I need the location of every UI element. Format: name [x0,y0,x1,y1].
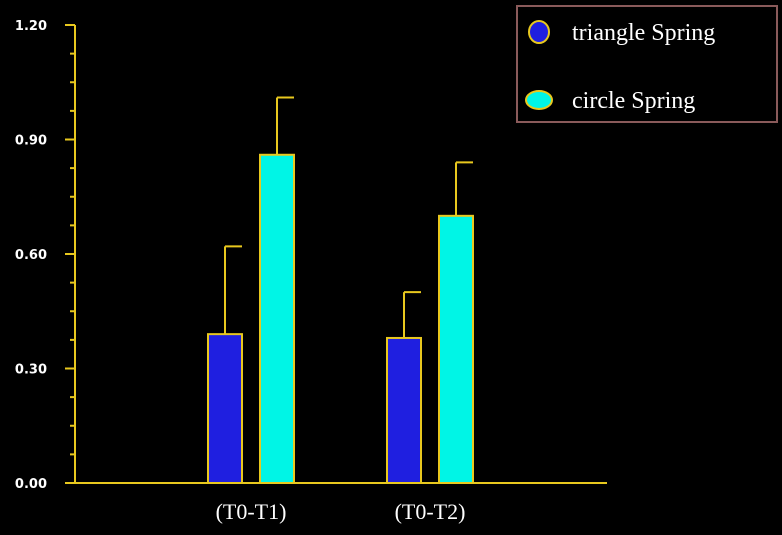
y-tick-label: 1.20 [15,19,47,34]
legend-marker [525,90,553,110]
legend-marker [528,20,550,44]
y-tick-label: 0.60 [15,248,47,263]
x-category-label: (T0-T1) [216,499,287,524]
y-tick-label: 0.90 [15,134,47,149]
bar [207,333,243,484]
x-category-label: (T0-T2) [395,499,466,524]
y-tick-label: 0.30 [15,363,47,378]
y-tick-label: 0.00 [15,477,47,492]
bar [386,336,422,485]
bar [438,214,474,484]
y-ticks: 0.00 0.30 0.60 0.90 1.20 [15,19,75,492]
legend-box [516,5,778,123]
legend: triangle Spring circle Spring [516,5,778,123]
x-category-labels: (T0-T1) (T0-T2) [216,499,466,524]
bar [259,153,295,484]
legend-label: circle Spring [572,88,695,114]
bars [207,96,474,485]
legend-label: triangle Spring [572,20,715,46]
